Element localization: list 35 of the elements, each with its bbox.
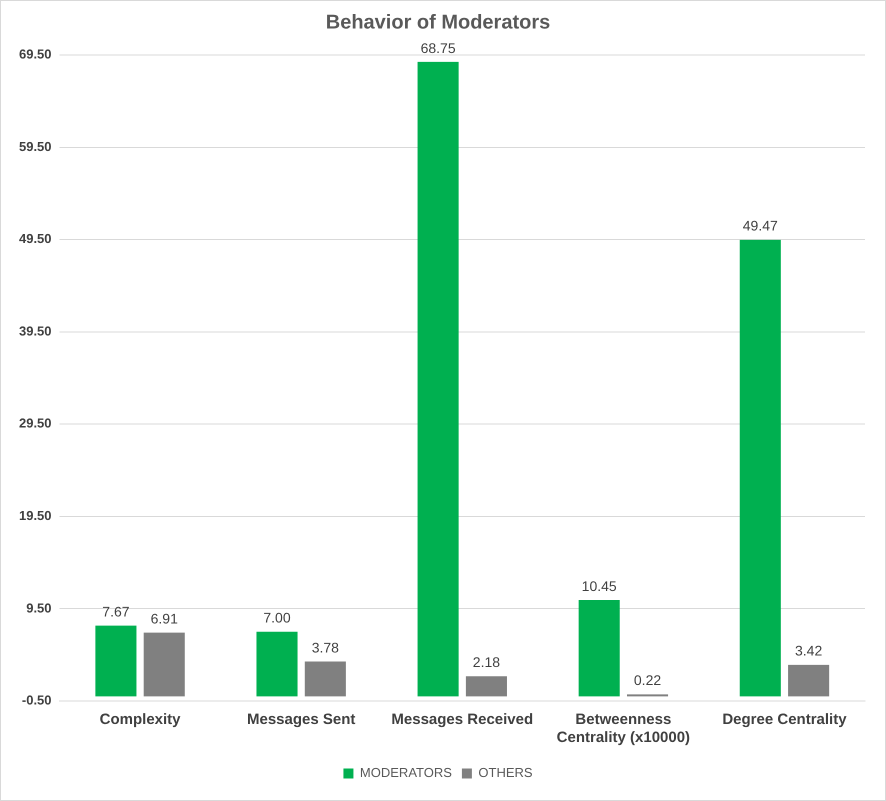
data-label: 49.47 [742, 218, 778, 234]
data-label: 3.42 [794, 642, 822, 659]
x-tick-label: Complexity [100, 711, 182, 728]
legend-label: MODERATORS [360, 765, 452, 780]
bar [304, 662, 346, 696]
bar [256, 632, 298, 696]
data-label: 68.75 [420, 40, 456, 56]
y-tick-label: 19.50 [18, 508, 52, 524]
data-label: 10.45 [582, 578, 617, 594]
x-tick-label: Messages Received [391, 711, 534, 728]
data-label: 2.18 [472, 654, 500, 670]
legend-label: OTHERS [478, 765, 533, 780]
y-tick-label: 39.50 [18, 323, 52, 338]
y-tick-label: 29.50 [18, 416, 52, 431]
x-tick-label: Degree Centrality [722, 711, 848, 728]
y-tick-label: -0.50 [22, 692, 52, 708]
bar [95, 626, 136, 696]
bar [418, 62, 459, 696]
data-label: 3.78 [312, 639, 340, 656]
y-tick-label: 59.50 [18, 138, 52, 154]
bar [578, 600, 620, 696]
data-label: 7.00 [263, 610, 291, 626]
data-label: 7.67 [102, 603, 130, 620]
x-tick-label: Messages Sent [246, 711, 356, 728]
data-label: 6.91 [150, 610, 178, 626]
bar [144, 632, 185, 696]
bar [740, 240, 781, 696]
y-tick-label: 49.50 [18, 231, 52, 246]
y-tick-label: 69.50 [18, 46, 52, 62]
chart-title: Behavior of Moderators [326, 12, 550, 34]
x-tick-label: Betweenness Centrality (x10000) [556, 711, 690, 746]
bar [466, 676, 507, 696]
data-label: 0.22 [634, 672, 662, 688]
y-tick-label: 9.50 [26, 600, 52, 616]
bar [788, 664, 830, 696]
